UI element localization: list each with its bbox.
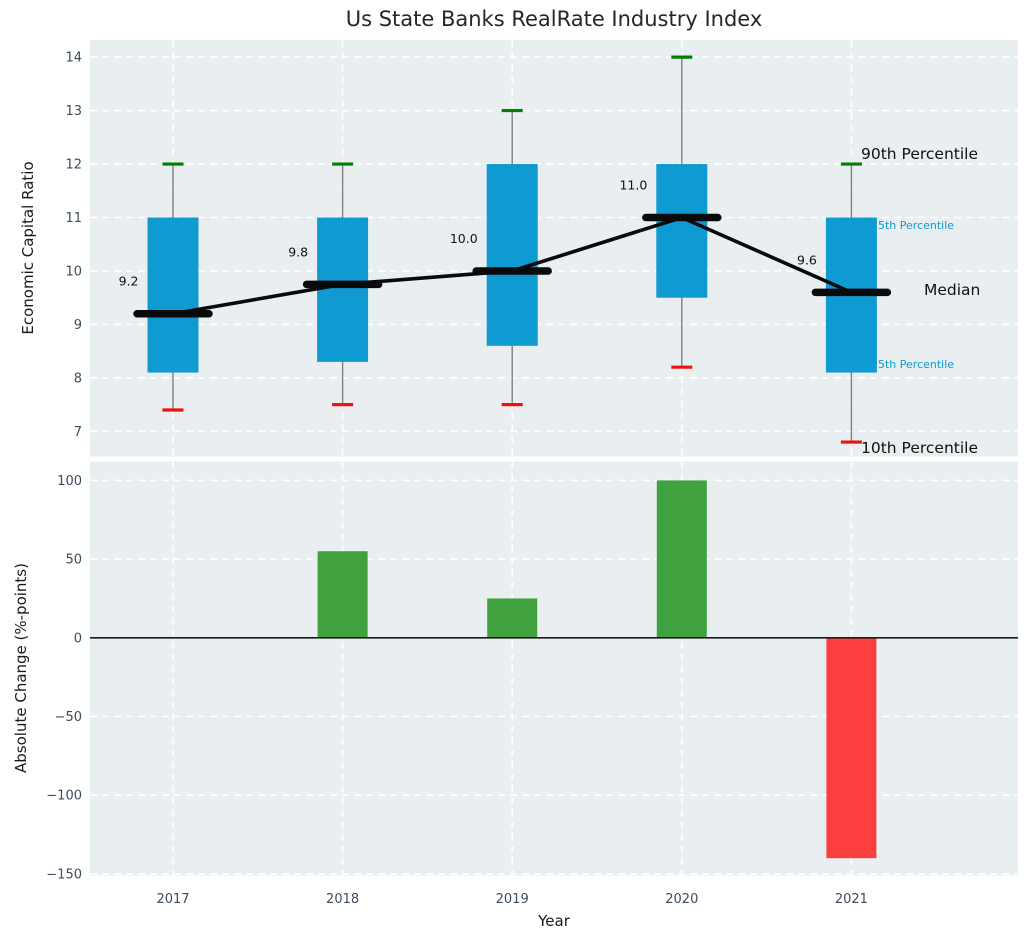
x-axis-label: Year — [538, 912, 570, 930]
annotation-90th-percentile: 90th Percentile — [861, 145, 979, 163]
x-tick-label-2020: 2020 — [665, 892, 698, 907]
change-bar-2019 — [487, 598, 538, 638]
change-bar-2018 — [317, 551, 368, 638]
annotation-10th-percentile: 10th Percentile — [861, 439, 979, 457]
median-value-label-2021: 9.6 — [797, 252, 817, 267]
iqr-box-2019 — [486, 164, 538, 346]
x-tick-label-2019: 2019 — [496, 892, 529, 907]
annotation-75th-percentile: 75th Percentile — [871, 219, 955, 232]
bottom-y-tick-label: 0 — [74, 631, 82, 646]
annotation-median: Median — [924, 281, 981, 299]
bottom-y-tick-label: −150 — [46, 867, 82, 882]
bottom-y-axis-label: Absolute Change (%-points) — [12, 563, 30, 773]
top-y-axis-label: Economic Capital Ratio — [19, 161, 37, 335]
bottom-y-tick-label: 50 — [65, 553, 82, 568]
bottom-y-tick-label: −50 — [55, 710, 82, 725]
x-tick-label-2018: 2018 — [326, 892, 359, 907]
top-y-tick-label: 12 — [65, 158, 82, 173]
top-y-tick-label: 10 — [65, 264, 82, 279]
x-tick-label-2021: 2021 — [835, 892, 868, 907]
chart-title: Us State Banks RealRate Industry Index — [345, 7, 763, 31]
median-value-label-2017: 9.2 — [119, 274, 139, 289]
x-tick-label-2017: 2017 — [156, 892, 189, 907]
top-y-tick-label: 9 — [74, 318, 82, 333]
top-y-tick-label: 14 — [65, 51, 82, 66]
top-y-tick-label: 11 — [65, 211, 82, 226]
median-value-label-2019: 10.0 — [450, 231, 478, 246]
iqr-box-2018 — [317, 217, 369, 362]
top-panel-background — [90, 40, 1018, 457]
median-value-label-2020: 11.0 — [619, 178, 647, 193]
bottom-panel-background — [90, 461, 1018, 876]
change-bar-2020 — [656, 480, 707, 638]
iqr-box-2017 — [147, 217, 199, 373]
bottom-y-tick-label: 100 — [57, 474, 82, 489]
bottom-y-tick-label: −100 — [46, 789, 82, 804]
iqr-box-2020 — [656, 164, 708, 298]
annotation-25th-percentile: 25th Percentile — [871, 358, 955, 371]
top-y-tick-label: 7 — [74, 425, 82, 440]
median-value-label-2018: 9.8 — [288, 244, 308, 259]
top-y-tick-label: 8 — [74, 371, 82, 386]
change-bar-2021 — [826, 637, 877, 859]
top-y-tick-label: 13 — [65, 104, 82, 119]
